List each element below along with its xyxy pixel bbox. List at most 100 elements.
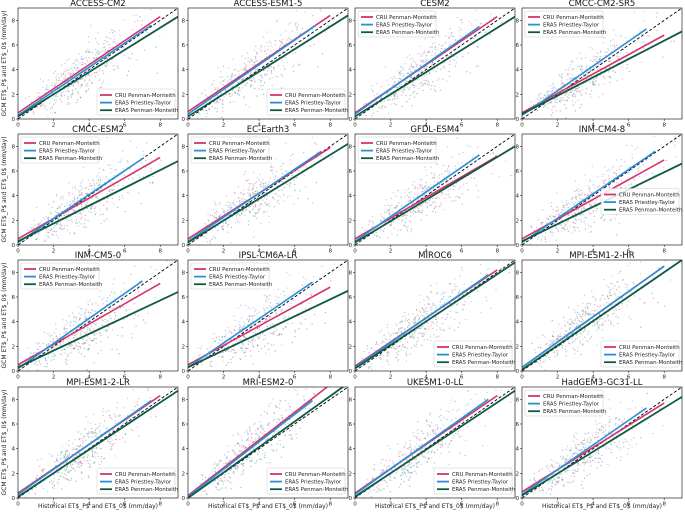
- x-tick-label: 8: [158, 123, 162, 129]
- scatter-point: [69, 216, 72, 218]
- scatter-point: [566, 73, 569, 75]
- scatter-point: [566, 79, 568, 81]
- scatter-point: [572, 104, 574, 106]
- scatter-point: [83, 342, 86, 344]
- scatter-point: [262, 339, 265, 341]
- scatter-point: [450, 34, 453, 37]
- scatter-point: [81, 324, 83, 327]
- scatter-point: [108, 190, 110, 193]
- scatter-point: [251, 188, 254, 191]
- scatter-point: [421, 211, 423, 213]
- scatter-point: [383, 227, 386, 230]
- scatter-point: [52, 230, 54, 232]
- scatter-point: [212, 235, 215, 238]
- scatter-point: [221, 83, 224, 86]
- scatter-point: [434, 197, 436, 199]
- scatter-point: [47, 345, 49, 347]
- scatter-point: [68, 182, 70, 184]
- scatter-point: [445, 35, 447, 37]
- scatter-point: [105, 176, 107, 178]
- scatter-point: [272, 66, 275, 69]
- scatter-point: [59, 221, 62, 223]
- scatter-point: [238, 197, 240, 199]
- legend-label: ERA5 Priestley-Taylor: [39, 275, 96, 281]
- scatter-point: [593, 59, 595, 61]
- scatter-point: [398, 90, 400, 92]
- scatter-point: [278, 202, 280, 205]
- scatter-point: [315, 181, 318, 184]
- scatter-point: [230, 350, 232, 353]
- scatter-point: [94, 213, 97, 216]
- scatter-point: [423, 339, 425, 341]
- scatter-point: [367, 223, 370, 226]
- scatter-point: [443, 209, 445, 211]
- y-tick-label: 6: [181, 295, 185, 301]
- scatter-point: [63, 326, 65, 328]
- scatter-point: [278, 39, 281, 42]
- scatter-point: [571, 60, 574, 62]
- scatter-point: [393, 94, 395, 97]
- scatter-point: [601, 216, 604, 218]
- scatter-point: [68, 337, 70, 339]
- scatter-point: [266, 301, 268, 303]
- scatter-point: [62, 73, 65, 75]
- scatter-point: [237, 307, 240, 310]
- x-tick-label: 4: [257, 249, 261, 255]
- scatter-point: [250, 71, 252, 73]
- scatter-point: [424, 70, 426, 72]
- scatter-point: [274, 175, 277, 177]
- scatter-point: [244, 214, 246, 216]
- scatter-point: [435, 197, 438, 200]
- scatter-point: [69, 200, 72, 203]
- scatter-point: [406, 227, 408, 229]
- scatter-point: [55, 345, 57, 347]
- scatter-point: [73, 66, 76, 68]
- scatter-point: [387, 355, 389, 357]
- scatter-point: [214, 340, 216, 343]
- scatter-cloud: [188, 134, 348, 245]
- scatter-point: [460, 161, 463, 164]
- scatter-point: [78, 212, 80, 215]
- scatter-point: [232, 89, 234, 92]
- scatter-point: [588, 224, 590, 227]
- identity-line: [188, 260, 348, 371]
- scatter-point: [93, 323, 95, 325]
- scatter-point: [462, 55, 464, 58]
- scatter-point: [447, 165, 450, 167]
- scatter-point: [304, 318, 306, 320]
- scatter-point: [244, 337, 247, 339]
- scatter-point: [202, 109, 204, 111]
- scatter-point: [79, 96, 82, 99]
- scatter-point: [432, 302, 434, 304]
- scatter-point: [371, 368, 373, 370]
- scatter-point: [428, 186, 430, 188]
- scatter-point: [77, 92, 79, 94]
- scatter-point: [425, 307, 427, 309]
- scatter-point: [486, 299, 488, 302]
- legend-label: ERA5 Penman-Monteith: [619, 208, 682, 214]
- scatter-point: [593, 55, 595, 58]
- scatter-point: [609, 170, 611, 172]
- scatter-point: [49, 229, 51, 231]
- scatter-point: [123, 174, 126, 177]
- scatter-point: [293, 291, 295, 293]
- scatter-point: [418, 211, 421, 213]
- scatter-point: [426, 310, 429, 312]
- scatter-point: [626, 52, 628, 54]
- scatter-point: [106, 207, 108, 209]
- scatter-point: [292, 66, 294, 68]
- scatter-point: [77, 341, 80, 343]
- scatter-point: [80, 353, 83, 355]
- scatter-point: [252, 318, 254, 320]
- scatter-point: [221, 339, 223, 341]
- scatter-cloud: [188, 8, 348, 119]
- scatter-point: [247, 348, 249, 350]
- scatter-point: [244, 351, 246, 353]
- scatter-point: [223, 224, 225, 227]
- scatter-point: [417, 339, 419, 342]
- scatter-point: [53, 346, 56, 348]
- scatter-point: [276, 302, 278, 305]
- scatter-point: [450, 1, 451, 2]
- scatter-point: [616, 169, 618, 171]
- scatter-point: [283, 200, 286, 202]
